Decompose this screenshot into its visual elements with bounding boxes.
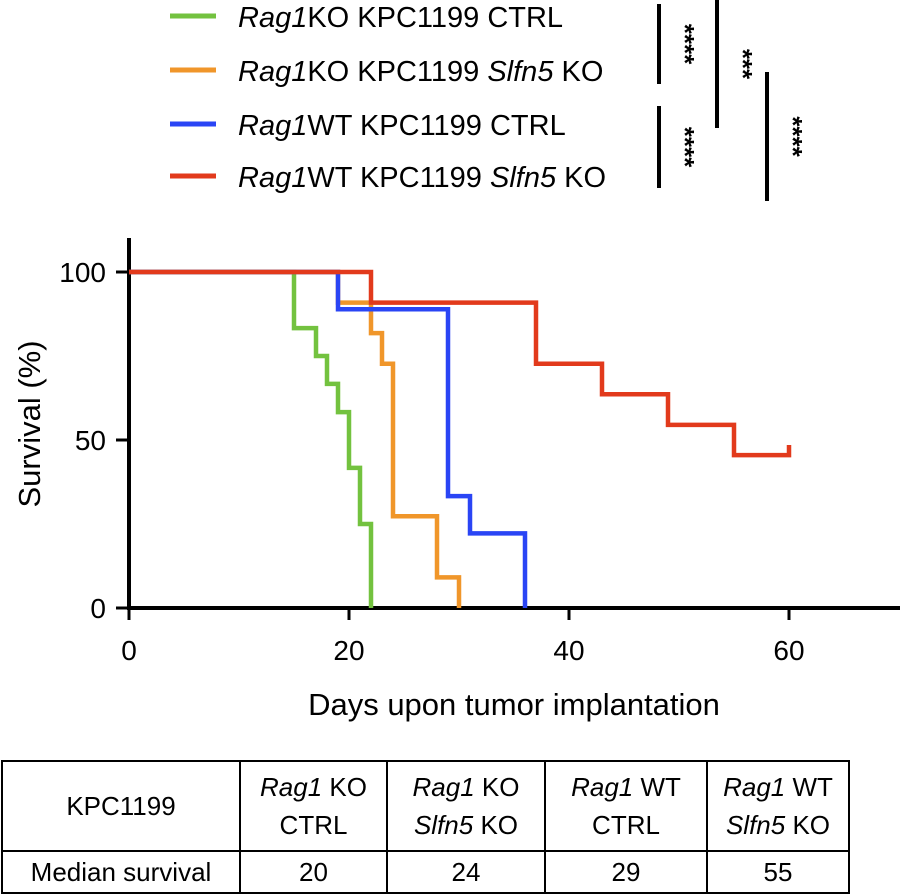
table-cell: 29 bbox=[544, 850, 708, 894]
table-header-cell: Rag1 WT CTRL bbox=[544, 760, 708, 852]
x-tick-label: 0 bbox=[121, 635, 137, 666]
legend-label-part: KO KPC1199 bbox=[307, 56, 487, 88]
plot-axes bbox=[127, 238, 900, 610]
table-cell: 20 bbox=[239, 850, 388, 894]
legend-label-part: KO bbox=[556, 162, 606, 194]
header-line2-italic: Slfn5 bbox=[725, 810, 786, 840]
table-row-label: Median survival bbox=[1, 850, 241, 894]
header-line1-rest: KO bbox=[474, 772, 520, 802]
header-line1-italic: Rag1 bbox=[571, 772, 634, 802]
y-tick-label: 100 bbox=[59, 257, 106, 288]
median-survival-table: KPC1199 Rag1 KO CTRL Rag1 KO Slfn5 KO Ra… bbox=[1, 760, 850, 894]
y-tick-label: 50 bbox=[75, 425, 106, 456]
legend-label-part: Rag1 bbox=[238, 56, 307, 88]
legend-label-part: Rag1 bbox=[238, 162, 307, 194]
table-header-row: KPC1199 Rag1 KO CTRL Rag1 KO Slfn5 KO Ra… bbox=[1, 760, 850, 852]
header-line2-rest: CTRL bbox=[592, 810, 660, 840]
table-header-cell: Rag1 WT Slfn5 KO bbox=[706, 760, 850, 852]
header-line1-rest: WT bbox=[785, 772, 833, 802]
legend-label-part: WT KPC1199 CTRL bbox=[307, 110, 565, 142]
legend-label-part: Slfn5 bbox=[487, 56, 554, 88]
legend-label-part: Rag1 bbox=[238, 2, 307, 34]
legend-label: Rag1KO KPC1199 Slfn5 KO bbox=[238, 56, 603, 88]
header-line1-italic: Rag1 bbox=[412, 772, 475, 802]
legend-label-part: WT KPC1199 bbox=[307, 162, 490, 194]
legend-label-part: KO bbox=[553, 56, 603, 88]
y-axis-title: Survival (%) bbox=[12, 340, 47, 507]
x-tick-label: 40 bbox=[553, 635, 584, 666]
significance-brackets: **** ******* **** bbox=[657, 0, 808, 201]
significance-stars: *** bbox=[728, 49, 758, 80]
legend-label-part: Rag1 bbox=[238, 110, 307, 142]
y-tick-label: 0 bbox=[90, 593, 106, 624]
header-line2-rest: KO bbox=[473, 810, 519, 840]
significance-stars: **** bbox=[778, 116, 808, 157]
survival-curves bbox=[129, 269, 792, 608]
legend-label-part: Slfn5 bbox=[490, 162, 557, 194]
legend-label: Rag1KO KPC1199 CTRL bbox=[238, 2, 563, 34]
x-axis-title: Days upon tumor implantation bbox=[308, 687, 720, 722]
table-cell: 24 bbox=[386, 850, 546, 894]
x-tick-label: 60 bbox=[773, 635, 804, 666]
header-line1-rest: KO bbox=[322, 772, 367, 802]
table-header-cell: Rag1 KO Slfn5 KO bbox=[386, 760, 546, 852]
table-header-cell: Rag1 KO CTRL bbox=[239, 760, 388, 852]
table-row: Median survival 20 24 29 55 bbox=[1, 850, 850, 894]
header-line2-rest: KO bbox=[785, 810, 831, 840]
table-cell: 55 bbox=[706, 850, 850, 894]
header-line1-rest: WT bbox=[633, 772, 681, 802]
header-line1-italic: Rag1 bbox=[260, 772, 323, 802]
table-corner-cell: KPC1199 bbox=[1, 760, 241, 852]
axis-ticks: 0 20 40 60 0 50 100 bbox=[59, 257, 804, 666]
legend-label: Rag1WT KPC1199 CTRL bbox=[238, 110, 566, 142]
legend-label-part: KO KPC1199 CTRL bbox=[307, 2, 563, 34]
significance-stars: **** bbox=[670, 127, 700, 168]
header-line1-italic: Rag1 bbox=[723, 772, 786, 802]
x-tick-label: 20 bbox=[333, 635, 364, 666]
survival-curve bbox=[129, 269, 792, 458]
header-line2-rest: CTRL bbox=[279, 810, 348, 840]
significance-stars: **** bbox=[670, 24, 700, 65]
header-line2-italic: Slfn5 bbox=[413, 810, 474, 840]
legend-label: Rag1WT KPC1199 Slfn5 KO bbox=[238, 162, 606, 194]
survival-curve bbox=[129, 269, 528, 608]
survival-curve bbox=[129, 269, 374, 608]
